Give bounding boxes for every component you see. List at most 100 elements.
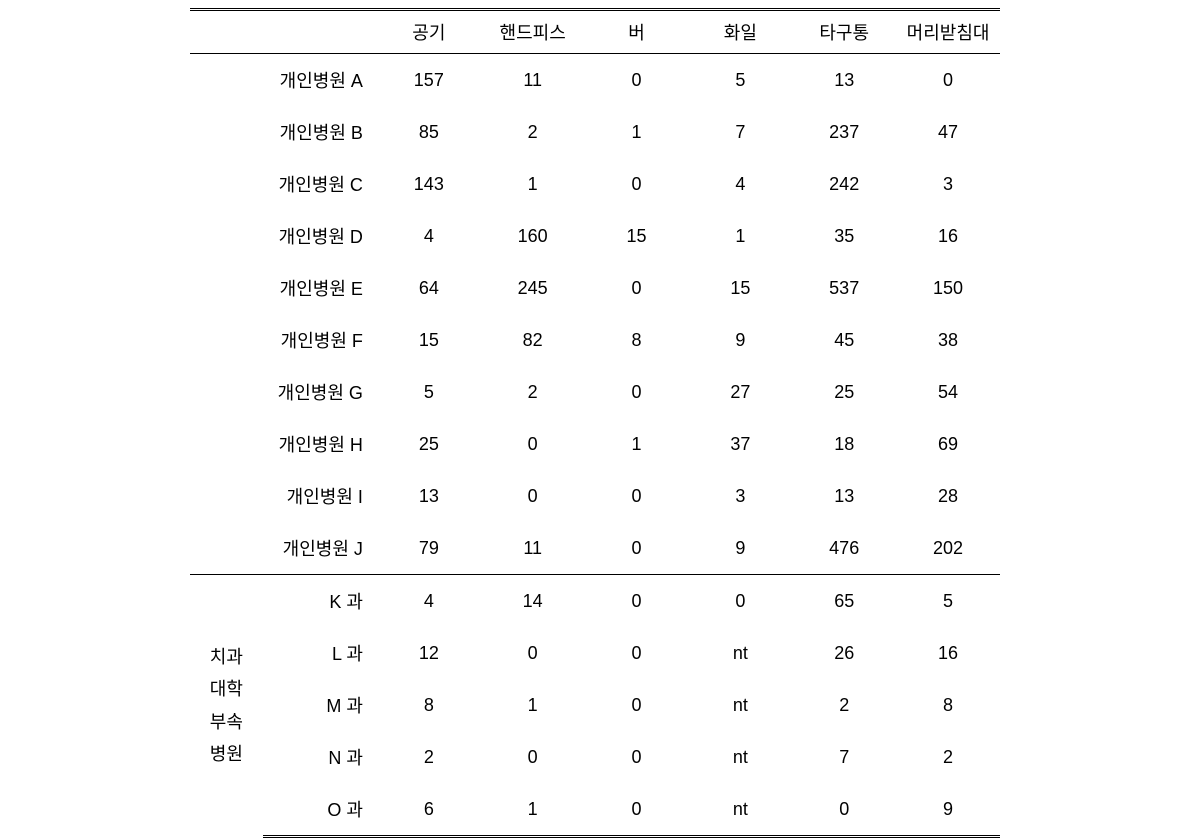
cell: 0 bbox=[481, 627, 585, 679]
vert-label-line: 대학 bbox=[210, 673, 243, 705]
cell: 157 bbox=[377, 54, 481, 107]
cell: 47 bbox=[896, 106, 1000, 158]
cell: 0 bbox=[585, 522, 689, 575]
cell: 0 bbox=[585, 783, 689, 837]
cell: 2 bbox=[377, 731, 481, 783]
cell: 1 bbox=[481, 158, 585, 210]
cell: 82 bbox=[481, 314, 585, 366]
cell: 15 bbox=[585, 210, 689, 262]
cell: 4 bbox=[377, 575, 481, 628]
table-row: M 과 8 1 0 nt 2 8 bbox=[190, 679, 1000, 731]
cell: 15 bbox=[377, 314, 481, 366]
cell: 28 bbox=[896, 470, 1000, 522]
table-row: 개인병원 D 4 160 15 1 35 16 bbox=[190, 210, 1000, 262]
header-spittoon: 타구통 bbox=[792, 10, 896, 54]
cell: 1 bbox=[688, 210, 792, 262]
data-table: 공기 핸드피스 버 화일 타구통 머리받침대 개인병원 A 157 11 0 5… bbox=[190, 8, 1000, 838]
cell: 1 bbox=[585, 106, 689, 158]
table-row: 개인병원 A 157 11 0 5 13 0 bbox=[190, 54, 1000, 107]
cell: 0 bbox=[585, 54, 689, 107]
cell: 0 bbox=[688, 575, 792, 628]
cell: 6 bbox=[377, 783, 481, 837]
cell: 1 bbox=[585, 418, 689, 470]
cell: 1 bbox=[481, 679, 585, 731]
cell: 11 bbox=[481, 54, 585, 107]
cell: 27 bbox=[688, 366, 792, 418]
cell: 2 bbox=[896, 731, 1000, 783]
header-air: 공기 bbox=[377, 10, 481, 54]
cell: 26 bbox=[792, 627, 896, 679]
header-handpiece: 핸드피스 bbox=[481, 10, 585, 54]
row-name: N 과 bbox=[263, 731, 377, 783]
cell: 0 bbox=[585, 731, 689, 783]
cell: 15 bbox=[688, 262, 792, 314]
cell: 5 bbox=[896, 575, 1000, 628]
table-row: 개인병원 H 25 0 1 37 18 69 bbox=[190, 418, 1000, 470]
vert-label-line: 병원 bbox=[210, 738, 243, 770]
cell: 13 bbox=[792, 470, 896, 522]
row-name: K 과 bbox=[263, 575, 377, 628]
cell: 8 bbox=[585, 314, 689, 366]
row-name: O 과 bbox=[263, 783, 377, 837]
header-headrest: 머리받침대 bbox=[896, 10, 1000, 54]
cell: 202 bbox=[896, 522, 1000, 575]
row-name: 개인병원 C bbox=[263, 158, 377, 210]
cell: 5 bbox=[377, 366, 481, 418]
cell: 0 bbox=[585, 262, 689, 314]
group2-vertical-label: 치과 대학 부속 병원 bbox=[190, 575, 263, 837]
table-row: 치과 대학 부속 병원 K 과 4 14 0 0 65 5 bbox=[190, 575, 1000, 628]
cell: 476 bbox=[792, 522, 896, 575]
cell: 242 bbox=[792, 158, 896, 210]
cell: nt bbox=[688, 679, 792, 731]
cell: 12 bbox=[377, 627, 481, 679]
cell: 64 bbox=[377, 262, 481, 314]
cell: 8 bbox=[377, 679, 481, 731]
cell: 9 bbox=[688, 314, 792, 366]
row-name: 개인병원 B bbox=[263, 106, 377, 158]
cell: 0 bbox=[585, 470, 689, 522]
table-row: 개인병원 I 13 0 0 3 13 28 bbox=[190, 470, 1000, 522]
row-name: 개인병원 A bbox=[263, 54, 377, 107]
table-row: 개인병원 B 85 2 1 7 237 47 bbox=[190, 106, 1000, 158]
table-row: O 과 6 1 0 nt 0 9 bbox=[190, 783, 1000, 837]
row-name: L 과 bbox=[263, 627, 377, 679]
cell: 537 bbox=[792, 262, 896, 314]
cell: 79 bbox=[377, 522, 481, 575]
cell: 54 bbox=[896, 366, 1000, 418]
cell: nt bbox=[688, 783, 792, 837]
cell: 143 bbox=[377, 158, 481, 210]
cell: nt bbox=[688, 731, 792, 783]
cell: 7 bbox=[688, 106, 792, 158]
cell: 35 bbox=[792, 210, 896, 262]
cell: 2 bbox=[481, 106, 585, 158]
table-row: 개인병원 J 79 11 0 9 476 202 bbox=[190, 522, 1000, 575]
table-row: L 과 12 0 0 nt 26 16 bbox=[190, 627, 1000, 679]
cell: 37 bbox=[688, 418, 792, 470]
cell: 25 bbox=[792, 366, 896, 418]
cell: 8 bbox=[896, 679, 1000, 731]
table-row: 개인병원 E 64 245 0 15 537 150 bbox=[190, 262, 1000, 314]
table-row: 개인병원 F 15 82 8 9 45 38 bbox=[190, 314, 1000, 366]
row-name: 개인병원 E bbox=[263, 262, 377, 314]
cell: 14 bbox=[481, 575, 585, 628]
row-name: 개인병원 G bbox=[263, 366, 377, 418]
cell: 85 bbox=[377, 106, 481, 158]
cell: 69 bbox=[896, 418, 1000, 470]
table-row: 개인병원 C 143 1 0 4 242 3 bbox=[190, 158, 1000, 210]
row-name: 개인병원 D bbox=[263, 210, 377, 262]
header-bur: 버 bbox=[585, 10, 689, 54]
cell: 2 bbox=[481, 366, 585, 418]
cell: 245 bbox=[481, 262, 585, 314]
row-name: M 과 bbox=[263, 679, 377, 731]
cell: 11 bbox=[481, 522, 585, 575]
cell: 4 bbox=[377, 210, 481, 262]
cell: 3 bbox=[688, 470, 792, 522]
cell: 16 bbox=[896, 210, 1000, 262]
header-file: 화일 bbox=[688, 10, 792, 54]
cell: 150 bbox=[896, 262, 1000, 314]
cell: 9 bbox=[896, 783, 1000, 837]
cell: 0 bbox=[792, 783, 896, 837]
cell: 65 bbox=[792, 575, 896, 628]
data-table-container: 공기 핸드피스 버 화일 타구통 머리받침대 개인병원 A 157 11 0 5… bbox=[190, 8, 1000, 791]
cell: 45 bbox=[792, 314, 896, 366]
